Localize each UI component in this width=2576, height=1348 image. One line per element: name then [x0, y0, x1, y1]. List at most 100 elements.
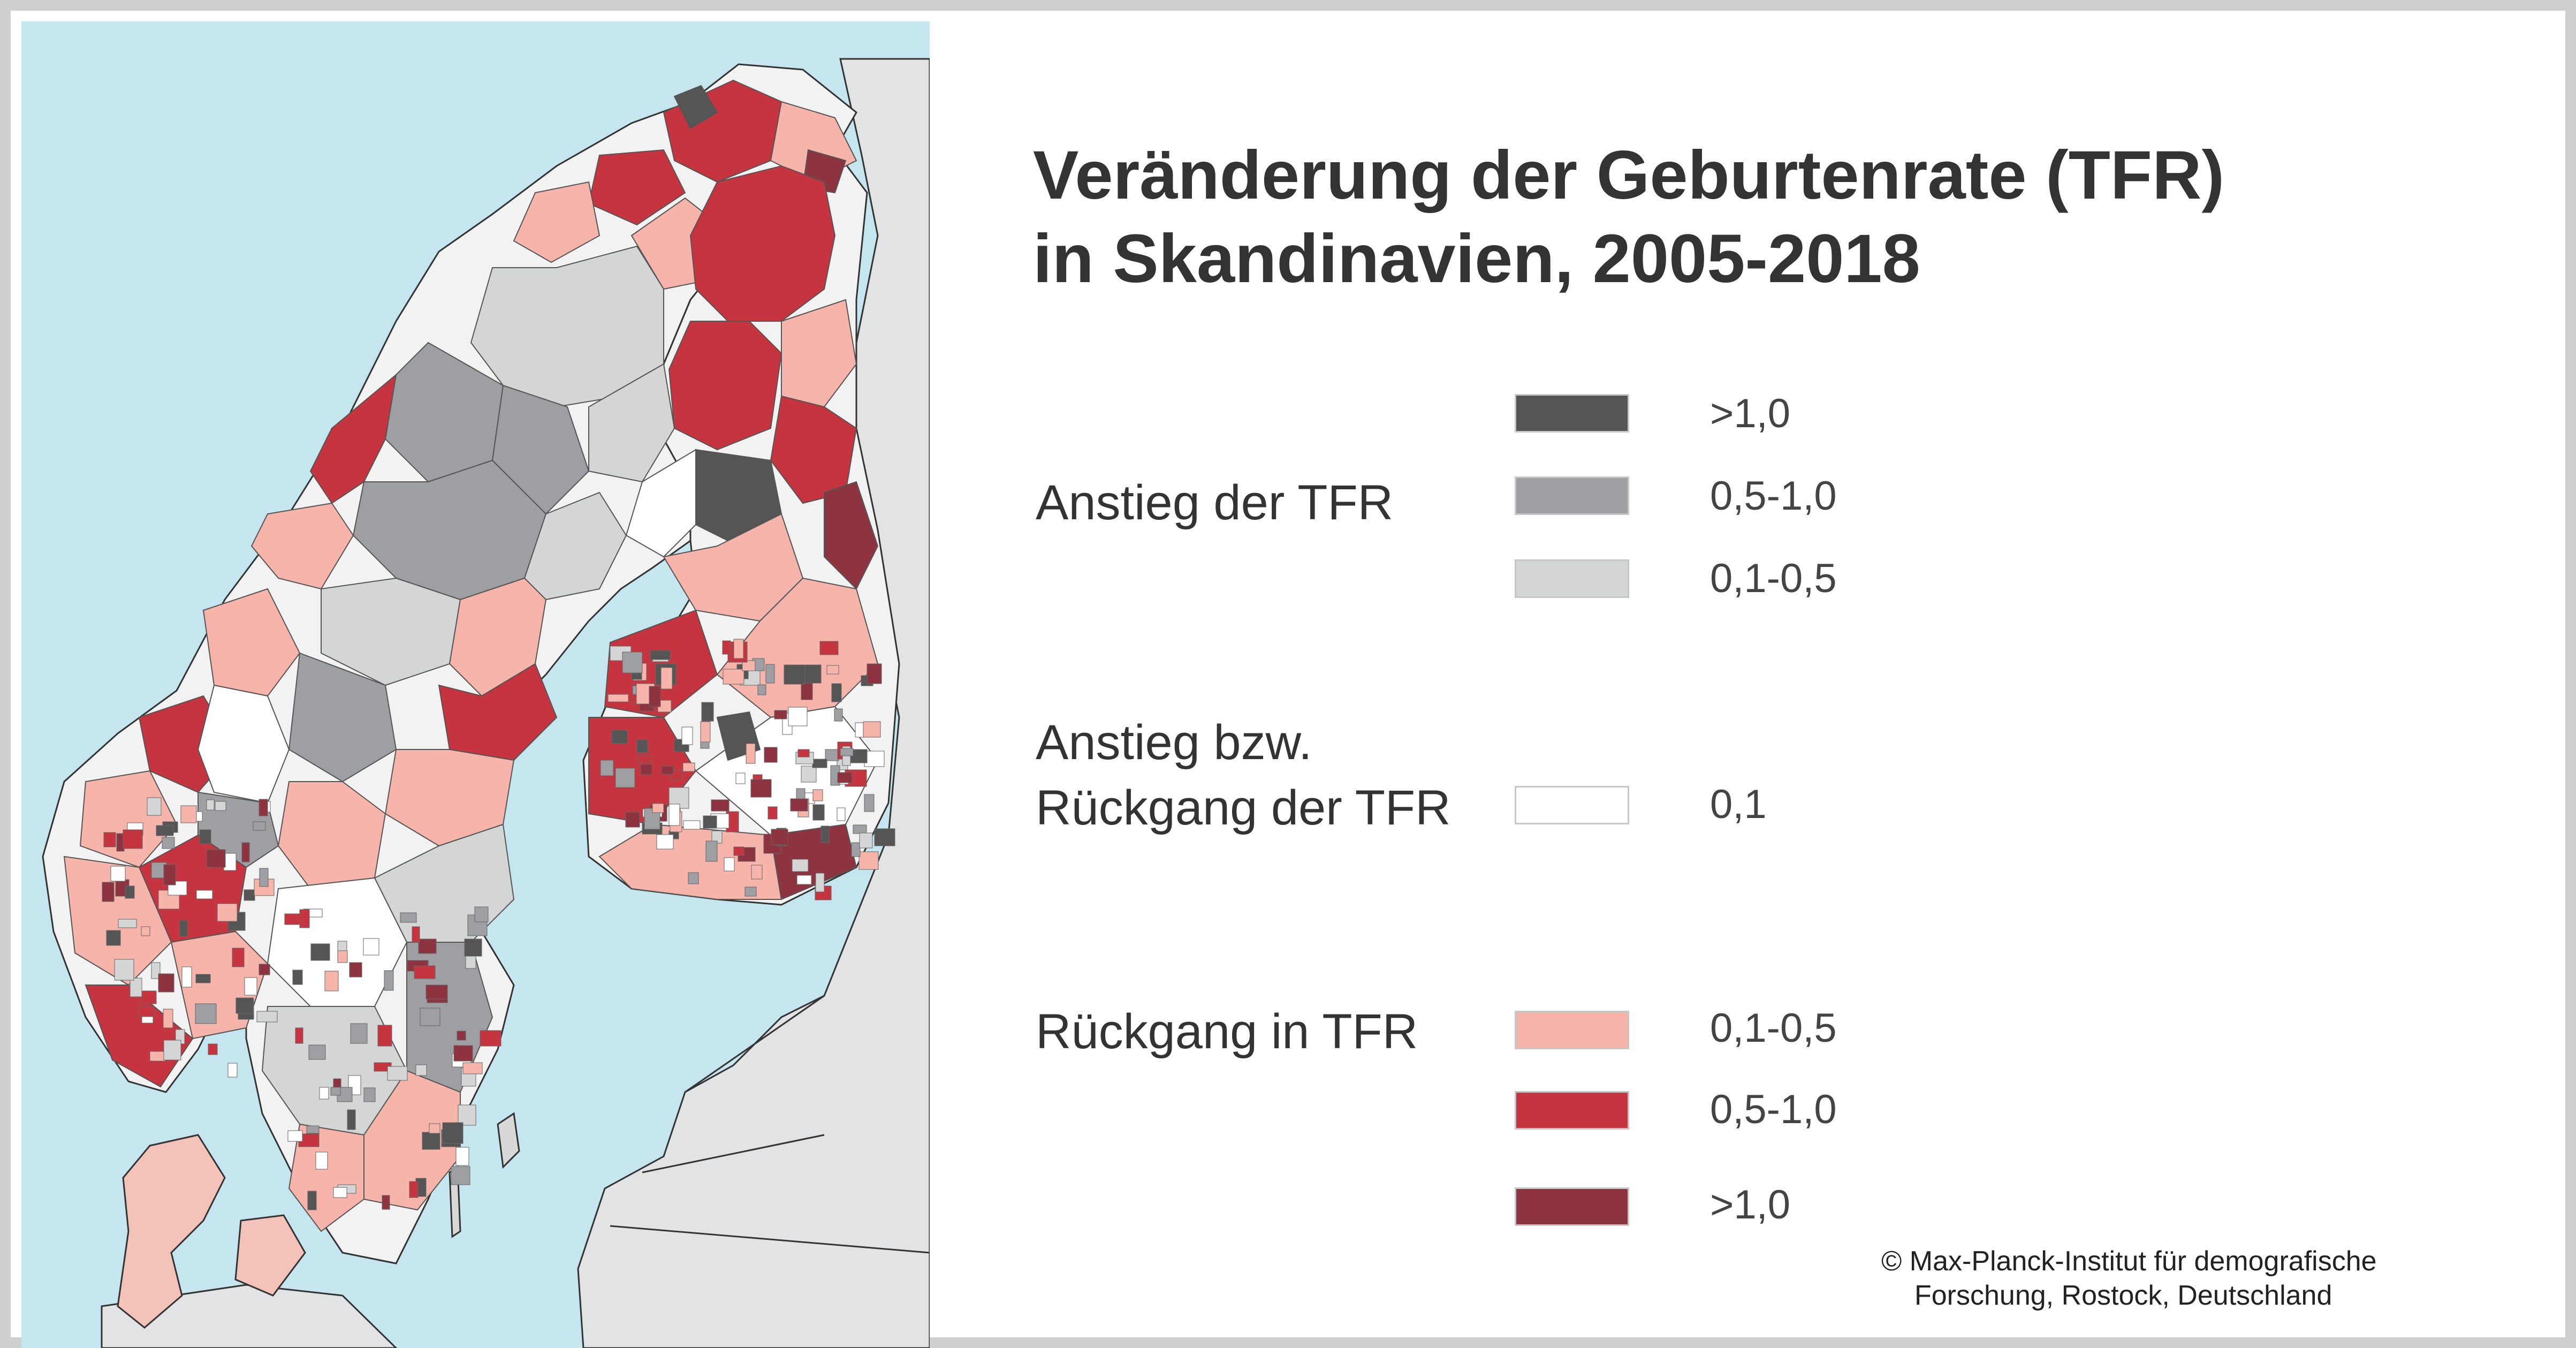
- municipality-patch: [757, 684, 766, 695]
- municipality-patch: [429, 1123, 440, 1134]
- legend-swatch-increase-mid: [1515, 476, 1629, 515]
- municipality-patch: [688, 872, 699, 884]
- municipality-patch: [771, 829, 788, 845]
- municipality-patch: [295, 1027, 303, 1044]
- municipality-patch: [208, 1043, 218, 1055]
- municipality-patch: [788, 707, 808, 726]
- municipality-patch: [425, 985, 448, 999]
- municipality-patch: [196, 890, 213, 899]
- municipality-patch: [103, 832, 116, 847]
- municipality-patch: [650, 650, 671, 660]
- municipality-patch: [141, 926, 150, 936]
- municipality-patch: [123, 829, 143, 849]
- municipality-patch: [244, 977, 257, 996]
- municipality-patch: [750, 779, 772, 798]
- municipality-patch: [387, 1066, 408, 1081]
- municipality-patch: [125, 885, 135, 899]
- municipality-patch: [722, 640, 731, 655]
- municipality-patch: [820, 826, 830, 843]
- municipality-patch: [149, 1051, 166, 1062]
- municipality-patch: [377, 1025, 392, 1047]
- municipality-patch: [363, 1087, 376, 1102]
- municipality-patch: [319, 1087, 329, 1100]
- municipality-patch: [733, 846, 744, 856]
- municipality-patch: [217, 903, 238, 922]
- municipality-patch: [765, 664, 775, 684]
- municipality-patch: [711, 799, 730, 812]
- municipality-patch: [746, 743, 756, 764]
- municipality-patch: [415, 1064, 427, 1076]
- municipality-patch: [480, 1030, 501, 1047]
- municipality-patch: [442, 1122, 463, 1144]
- municipality-patch: [118, 919, 137, 928]
- municipality-patch: [363, 938, 379, 956]
- municipality-patch: [206, 799, 215, 811]
- scandinavia-map: [21, 21, 930, 1348]
- municipality-patch: [347, 1109, 356, 1130]
- municipality-patch: [350, 1023, 368, 1044]
- municipality-patch: [797, 749, 810, 758]
- municipality-patch: [851, 842, 861, 857]
- municipality-patch: [158, 973, 174, 993]
- legend-group-neutral-label: Anstieg bzw. Rückgang der TFR: [1036, 715, 1451, 835]
- municipality-patch: [660, 667, 673, 690]
- title-line-2: in Skandinavien, 2005-2018: [1033, 221, 1920, 297]
- legend-swatch-neutral: [1515, 786, 1629, 824]
- municipality-patch: [802, 664, 822, 684]
- municipality-patch: [705, 840, 718, 862]
- municipality-patch: [292, 970, 303, 985]
- municipality-patch: [114, 959, 134, 981]
- municipality-patch: [742, 660, 756, 671]
- municipality-patch: [333, 1187, 347, 1198]
- municipality-patch: [232, 948, 245, 967]
- legend-value-decrease-mid: 0,5-1,0: [1710, 1087, 1837, 1132]
- municipality-patch: [206, 849, 226, 868]
- municipality-patch: [863, 721, 881, 738]
- title-line-1: Veränderung der Geburtenrate (TFR): [1033, 137, 2225, 214]
- municipality-patch: [102, 882, 115, 902]
- copyright-line-2: Forschung, Rostock, Deutschland: [1914, 1280, 2332, 1311]
- legend-swatch-decrease-high: [1515, 1187, 1629, 1226]
- municipality-patch: [837, 772, 853, 783]
- municipality-patch: [812, 789, 823, 801]
- municipality-patch: [700, 721, 711, 743]
- municipality-patch: [241, 842, 250, 862]
- municipality-patch: [735, 773, 746, 784]
- municipality-patch: [831, 683, 842, 702]
- municipality-patch: [834, 708, 843, 722]
- municipality-patch: [259, 799, 268, 816]
- municipality-patch: [840, 748, 854, 756]
- municipality-patch: [163, 864, 176, 885]
- municipality-patch: [792, 859, 809, 872]
- municipality-patch: [409, 1181, 419, 1198]
- copyright-notice: © Max-Planck-Institut für demografische …: [1881, 1244, 2377, 1313]
- municipality-patch: [137, 1006, 155, 1017]
- municipality-patch: [306, 1125, 320, 1134]
- municipality-patch: [826, 665, 839, 675]
- municipality-patch: [337, 950, 348, 963]
- legend-value-decrease-high: >1,0: [1710, 1182, 1791, 1228]
- municipality-patch: [259, 964, 270, 975]
- municipality-patch: [181, 966, 192, 988]
- legend-value-increase-mid: 0,5-1,0: [1710, 473, 1837, 519]
- legend-swatch-decrease-low: [1515, 1011, 1629, 1049]
- map-canvas: [42, 58, 930, 1348]
- municipality-patch: [615, 768, 635, 788]
- municipality-patch: [600, 760, 614, 776]
- municipality-patch: [400, 912, 417, 923]
- municipality-patch: [812, 804, 825, 821]
- municipality-patch: [156, 825, 174, 836]
- municipality-patch: [790, 798, 808, 812]
- municipality-patch: [668, 804, 680, 826]
- legend-swatch-decrease-mid: [1515, 1091, 1629, 1130]
- municipality-patch: [130, 978, 142, 997]
- municipality-patch: [287, 1130, 303, 1142]
- municipality-patch: [764, 747, 778, 763]
- municipality-patch: [656, 834, 674, 850]
- municipality-patch: [180, 805, 197, 823]
- municipality-patch: [859, 832, 873, 849]
- municipality-patch: [607, 694, 629, 702]
- municipality-patch: [683, 820, 701, 830]
- municipality-patch: [330, 1087, 341, 1096]
